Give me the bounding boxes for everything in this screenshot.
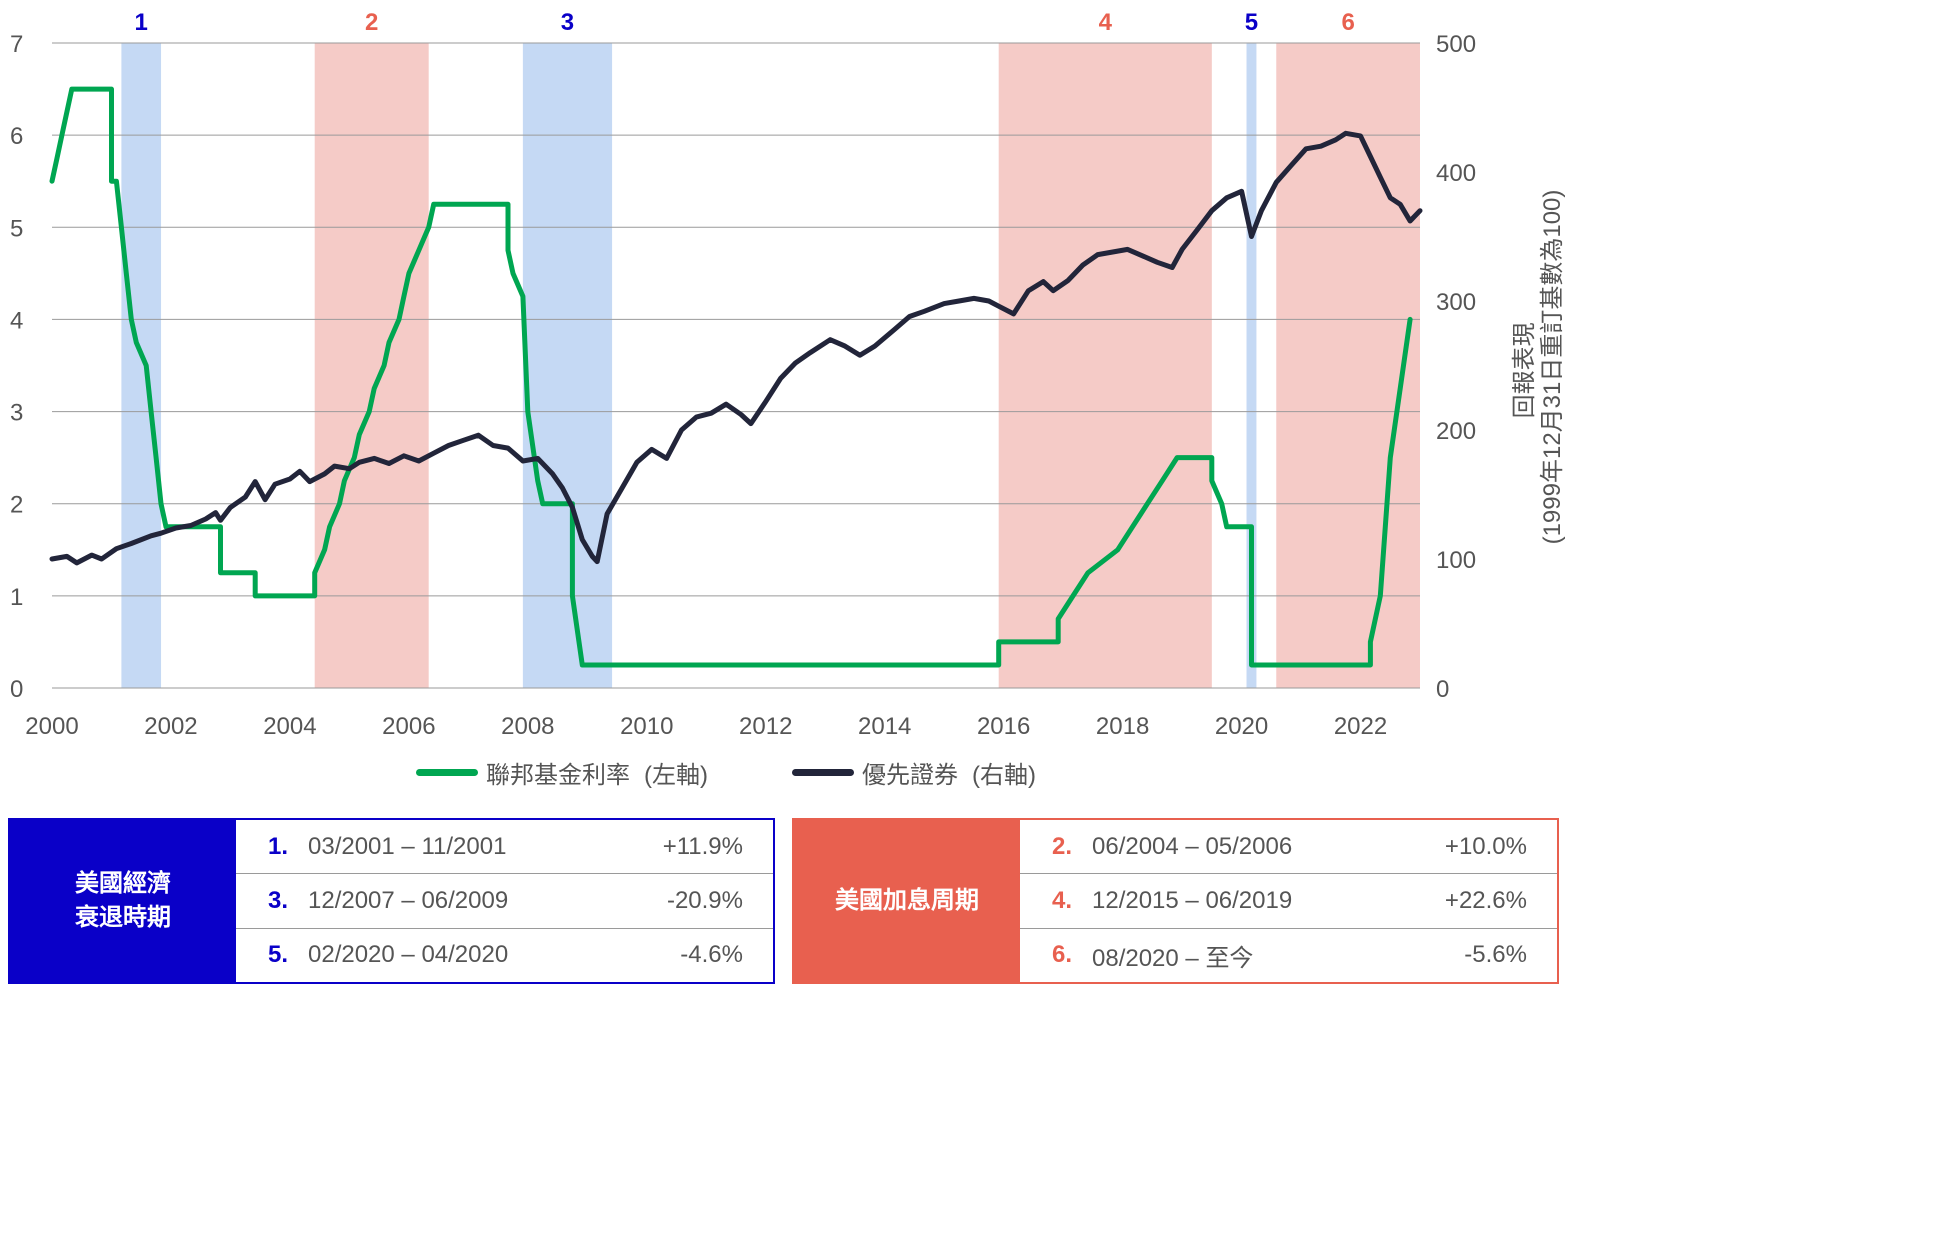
left-y-tick-label: 0 (10, 676, 23, 703)
x-axis: 2000 2002 2004 2006 2008 2010 2012 2014 2016 2018… (25, 713, 1387, 740)
rate-hike-row: 4. 12/2015 – 06/2019 +22.6% (1020, 874, 1557, 929)
x-tick-label: 2018 (1096, 713, 1149, 740)
right-y-tick-label: 200 (1436, 418, 1476, 445)
left-y-tick-label: 2 (10, 492, 23, 519)
row-return: -20.9% (666, 886, 743, 914)
legend-swatch-green (416, 768, 478, 776)
x-tick-label: 2020 (1215, 713, 1268, 740)
rate-hike-shade (998, 43, 1212, 688)
period-number-label: 5 (1245, 9, 1258, 36)
right-y-tick-label: 0 (1436, 676, 1449, 703)
left-y-axis: 0 1 2 3 4 5 6 7 (10, 31, 23, 703)
legend-label-fed-funds-rate: 聯邦基金利率 (486, 761, 630, 789)
preferred-securities-line (49, 130, 1423, 566)
fed-funds-rate-line (49, 86, 1413, 668)
row-number: 5. (268, 941, 289, 969)
recession-shade (522, 43, 613, 688)
left-y-tick-label: 1 (10, 584, 23, 611)
recession-rows: 1. 03/2001 – 11/2001 +11.9% 3. 12/2007 –… (236, 820, 773, 982)
row-period: 06/2004 – 05/2006 (1092, 832, 1293, 860)
right-y-tick-label: 500 (1436, 31, 1476, 58)
right-axis-label-line1: 回報表現 (1511, 322, 1538, 418)
right-y-tick-label: 300 (1436, 289, 1476, 316)
x-tick-label: 2010 (620, 713, 673, 740)
x-tick-label: 2016 (977, 713, 1030, 740)
row-return: +10.0% (1444, 832, 1527, 860)
period-number-label: 4 (1099, 9, 1113, 36)
row-period: 08/2020 – 至今 (1092, 944, 1254, 972)
period-number-label: 2 (365, 9, 378, 36)
left-y-tick-label: 6 (10, 123, 23, 150)
legend-item-fed-funds-rate: 聯邦基金利率 (左軸) (416, 752, 708, 792)
recession-panel: 美國經濟 衰退時期 1. 03/2001 – 11/2001 +11.9% 3.… (8, 818, 775, 984)
row-period: 12/2007 – 06/2009 (308, 886, 509, 914)
rate-hike-rows: 2. 06/2004 – 05/2006 +10.0% 4. 12/2015 –… (1020, 820, 1557, 982)
rate-hike-label: 美國加息周期 (835, 887, 979, 914)
recession-row: 5. 02/2020 – 04/2020 -4.6% (236, 929, 773, 982)
row-period: 12/2015 – 06/2019 (1092, 886, 1293, 914)
shaded-periods: 1 2 3 4 5 6 (121, 9, 1420, 688)
row-return: -5.6% (1464, 941, 1527, 969)
row-number: 1. (268, 832, 289, 860)
row-number: 4. (1052, 886, 1073, 914)
x-tick-label: 2004 (263, 713, 316, 740)
row-number: 2. (1052, 832, 1073, 860)
legend-item-preferred-securities: 優先證券 (右軸) (792, 752, 1036, 792)
right-axis-label: 回報表現 (1999年12月31日重訂基數為100) (1511, 190, 1566, 545)
row-number: 3. (268, 886, 289, 914)
left-y-tick-label: 3 (10, 400, 23, 427)
period-number-label: 1 (135, 9, 148, 36)
legend-label-preferred-securities: 優先證券 (862, 761, 958, 789)
row-return: -4.6% (680, 941, 743, 969)
row-period: 02/2020 – 04/2020 (308, 941, 509, 969)
x-tick-label: 2008 (501, 713, 554, 740)
x-tick-label: 2002 (144, 713, 197, 740)
right-y-tick-label: 400 (1436, 160, 1476, 187)
recession-label-line2: 衰退時期 (75, 904, 171, 931)
legend: 聯邦基金利率 (左軸) 優先證券 (右軸) (0, 752, 1568, 792)
row-return: +11.9% (662, 832, 743, 860)
right-y-axis: 0 100 200 300 400 500 (1436, 31, 1476, 703)
rate-hike-row: 2. 06/2004 – 05/2006 +10.0% (1020, 820, 1557, 875)
row-number: 6. (1052, 941, 1073, 969)
left-y-tick-label: 4 (10, 307, 23, 334)
x-tick-label: 2022 (1334, 713, 1387, 740)
left-y-tick-label: 7 (10, 31, 23, 58)
rate-hike-shade (1276, 43, 1420, 688)
recession-shade (121, 43, 162, 688)
recession-row: 1. 03/2001 – 11/2001 +11.9% (236, 820, 773, 875)
x-tick-label: 2014 (858, 713, 911, 740)
right-axis-label-line2: (1999年12月31日重訂基數為100) (1539, 190, 1566, 545)
x-tick-label: 2000 (25, 713, 78, 740)
x-tick-label: 2006 (382, 713, 435, 740)
recession-panel-label: 美國經濟 衰退時期 (10, 820, 236, 982)
legend-swatch-dark (792, 768, 854, 776)
period-number-label: 3 (561, 9, 574, 36)
right-y-tick-label: 100 (1436, 547, 1476, 574)
recession-row: 3. 12/2007 – 06/2009 -20.9% (236, 874, 773, 929)
rate-hike-panel: 美國加息周期 2. 06/2004 – 05/2006 +10.0% 4. 12… (792, 818, 1559, 984)
rate-hike-panel-label: 美國加息周期 (794, 820, 1020, 982)
legend-suffix-left-axis: (左軸) (644, 761, 708, 789)
recession-label-line1: 美國經濟 (75, 870, 171, 897)
rate-hike-row: 6. 08/2020 – 至今 -5.6% (1020, 929, 1557, 982)
row-period: 03/2001 – 11/2001 (308, 832, 507, 860)
series-lines (49, 86, 1423, 668)
row-return: +22.6% (1444, 886, 1527, 914)
recession-shade (1246, 43, 1257, 688)
legend-suffix-right-axis: (右軸) (972, 761, 1036, 789)
left-y-tick-label: 5 (10, 215, 23, 242)
rate-hike-shade (314, 43, 429, 688)
x-tick-label: 2012 (739, 713, 792, 740)
period-number-label: 6 (1341, 9, 1354, 36)
